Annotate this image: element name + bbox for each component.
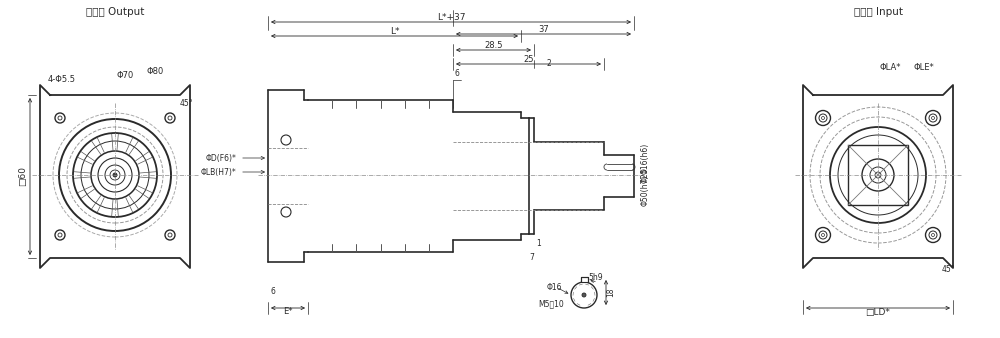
Text: 37: 37	[538, 24, 549, 33]
Text: 45°: 45°	[941, 266, 955, 274]
Text: 6: 6	[455, 70, 459, 78]
Text: L*+37: L*+37	[437, 13, 465, 22]
Text: 输入端 Input: 输入端 Input	[854, 7, 902, 17]
Text: Φ16: Φ16	[546, 283, 562, 291]
Text: Φ50(h7): Φ50(h7)	[641, 174, 650, 206]
Text: 28.5: 28.5	[484, 41, 503, 49]
Text: ΦD(F6)*: ΦD(F6)*	[205, 153, 236, 163]
Text: 5h9: 5h9	[589, 273, 603, 283]
Text: 25: 25	[523, 54, 534, 64]
Text: Φ16(h6): Φ16(h6)	[641, 142, 650, 174]
Text: □LD*: □LD*	[866, 308, 890, 316]
Bar	[848, 145, 908, 205]
Text: 1: 1	[537, 240, 541, 248]
Text: 输出端 Output: 输出端 Output	[86, 7, 144, 17]
Text: Φ80: Φ80	[146, 67, 164, 75]
Text: 18: 18	[606, 288, 616, 297]
Text: □60: □60	[18, 167, 28, 187]
Text: ΦLE*: ΦLE*	[914, 64, 934, 72]
Text: M5深10: M5深10	[538, 299, 564, 309]
Text: 4-Φ5.5: 4-Φ5.5	[48, 75, 76, 84]
Text: Φ70: Φ70	[116, 72, 134, 80]
Text: ΦLA*: ΦLA*	[879, 64, 901, 72]
Circle shape	[113, 173, 117, 177]
Text: 6: 6	[271, 288, 275, 296]
Text: E*: E*	[283, 308, 293, 316]
Text: 2: 2	[547, 59, 551, 69]
Text: ΦLB(H7)*: ΦLB(H7)*	[200, 168, 236, 176]
Text: Φ25: Φ25	[641, 167, 650, 183]
Text: L*: L*	[390, 26, 399, 35]
Circle shape	[582, 293, 586, 297]
Text: 7: 7	[530, 252, 534, 262]
Bar	[580, 277, 588, 282]
Text: 45°: 45°	[179, 99, 193, 108]
